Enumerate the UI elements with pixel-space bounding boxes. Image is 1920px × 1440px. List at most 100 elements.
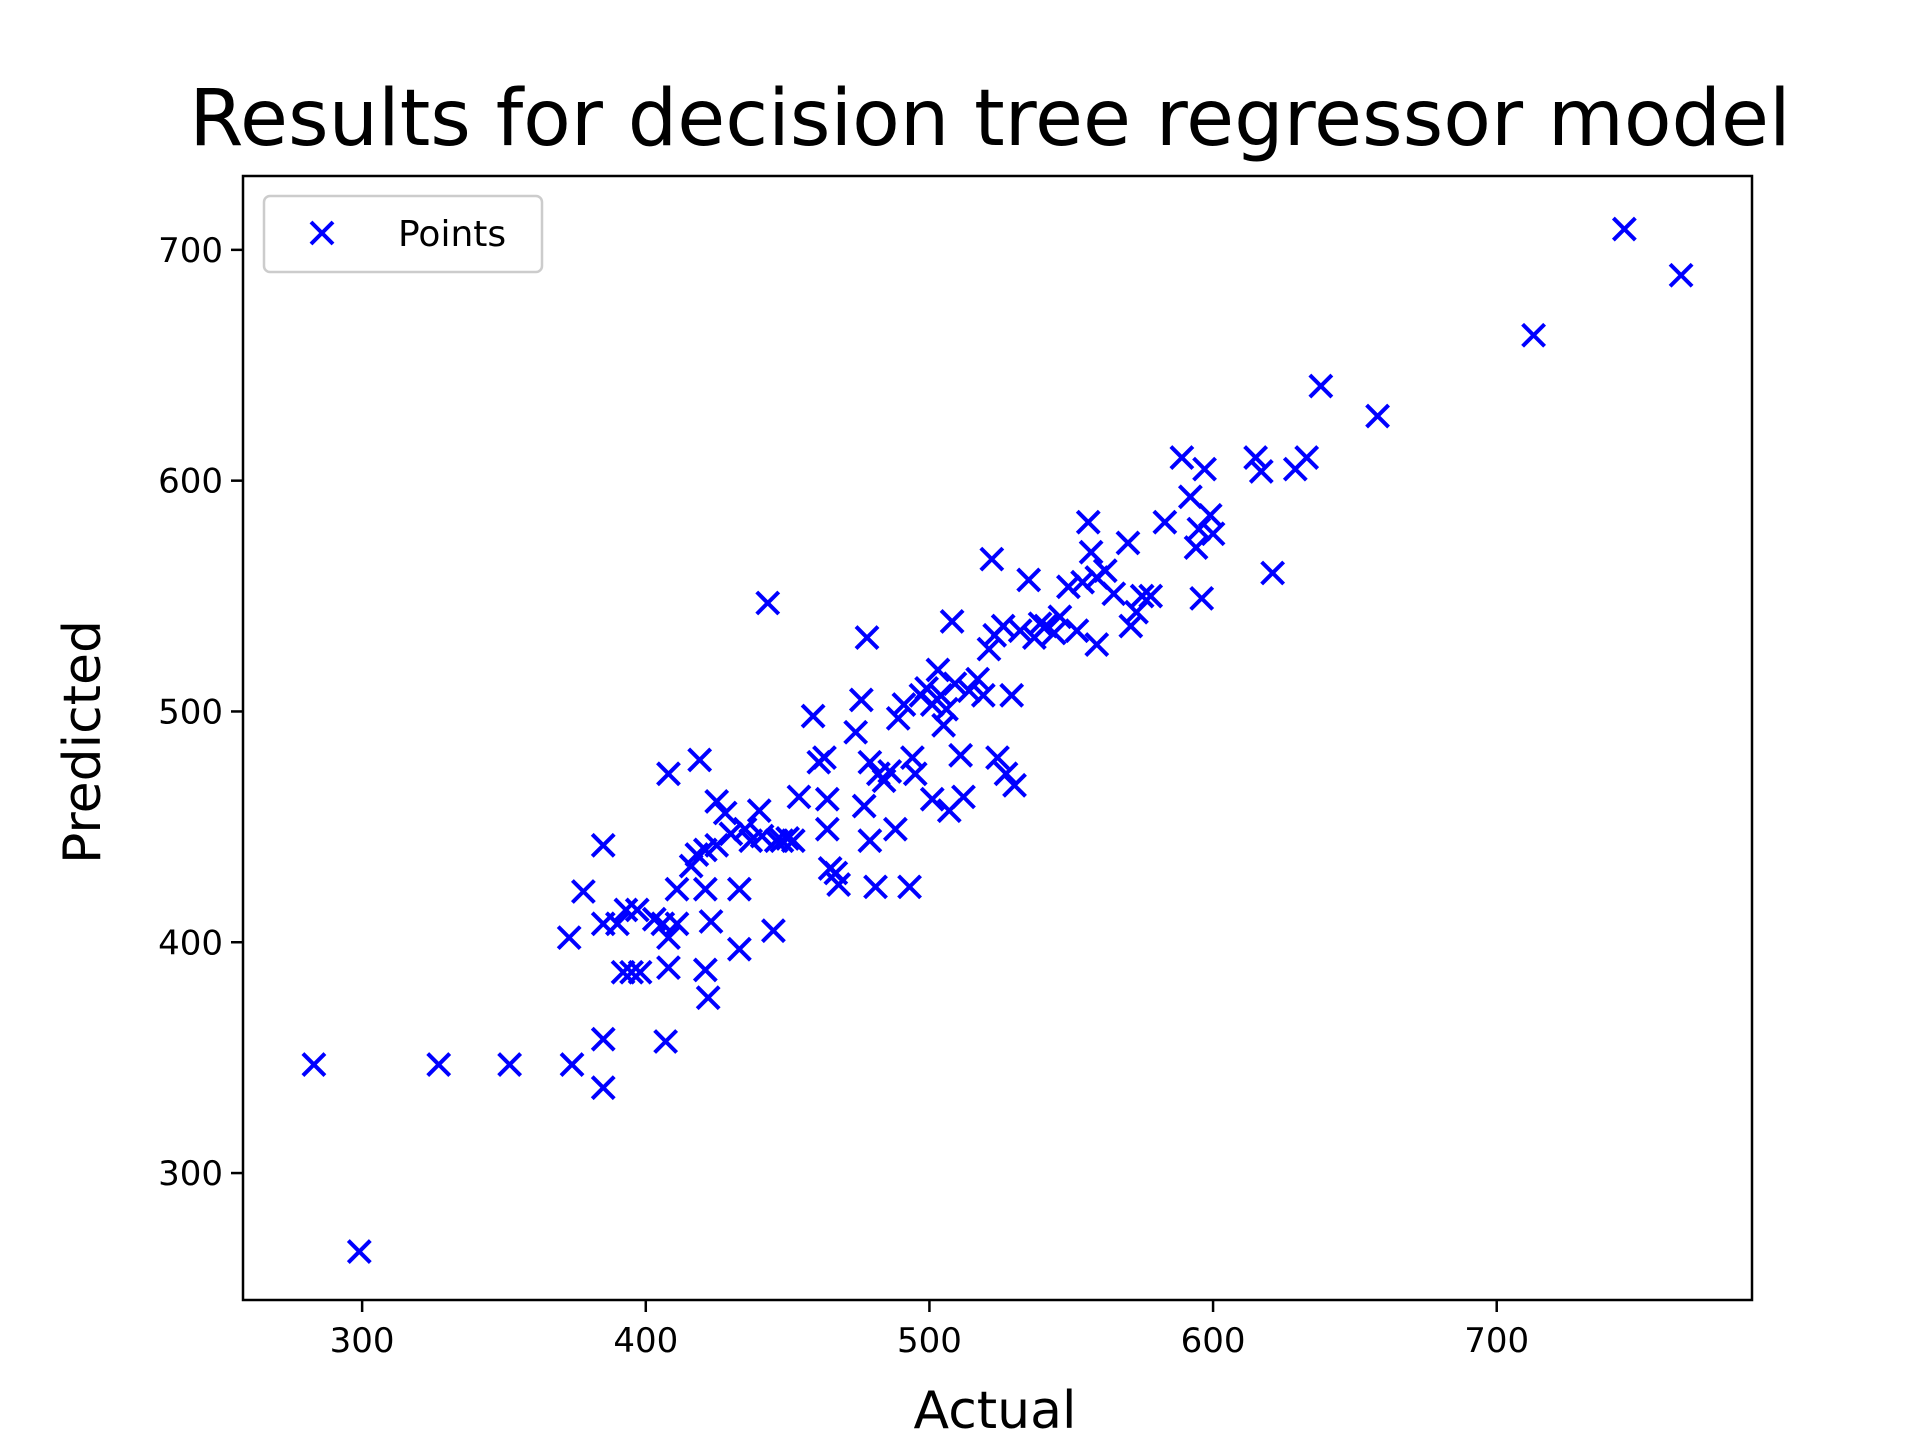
data-point	[749, 823, 775, 849]
data-point	[1064, 618, 1090, 644]
data-point	[882, 816, 908, 842]
data-point	[590, 1026, 616, 1052]
data-point	[919, 786, 945, 812]
data-point	[1152, 509, 1178, 535]
data-point	[1084, 632, 1110, 657]
data-point	[1041, 620, 1067, 646]
data-point	[712, 800, 738, 826]
data-point	[877, 759, 903, 784]
data-point	[934, 696, 959, 722]
data-point	[718, 821, 744, 847]
data-point	[692, 876, 718, 902]
data-point	[1192, 456, 1217, 482]
data-point	[843, 719, 869, 745]
data-point	[746, 798, 772, 824]
data-point	[786, 784, 812, 810]
data-point	[800, 703, 826, 729]
data-point	[970, 682, 996, 708]
x-tick-label: 500	[897, 1321, 962, 1361]
x-axis-label: Actual	[914, 1381, 1077, 1440]
data-point	[925, 657, 951, 683]
data-point	[624, 897, 650, 923]
data-point	[664, 876, 690, 902]
y-tick-label: 300	[158, 1154, 223, 1194]
x-tick-label: 700	[1464, 1321, 1529, 1361]
data-point	[851, 793, 877, 819]
data-point	[1118, 613, 1144, 639]
data-point	[951, 784, 976, 810]
data-point	[814, 816, 840, 842]
data-point	[780, 828, 806, 854]
data-point	[1002, 772, 1027, 798]
legend: Points	[262, 194, 544, 274]
legend-label: Points	[398, 214, 506, 255]
x-tick-label: 400	[613, 1321, 678, 1361]
data-point	[1189, 585, 1215, 611]
axis-ticks: 300 400 500 600 700 300 400 500 600 700	[158, 231, 1529, 1361]
data-point	[891, 692, 917, 717]
data-point	[999, 682, 1025, 708]
data-point	[976, 636, 1002, 662]
data-point	[863, 874, 888, 900]
y-tick-label: 700	[158, 231, 223, 271]
data-point	[755, 590, 781, 616]
data-point	[826, 872, 852, 897]
data-point	[1668, 262, 1694, 288]
data-point	[559, 1052, 585, 1077]
y-tick-label: 400	[158, 923, 223, 963]
data-point	[942, 671, 968, 697]
data-point	[619, 959, 645, 985]
data-point	[590, 1075, 616, 1101]
data-point	[761, 918, 786, 944]
data-point	[1138, 583, 1164, 609]
data-point	[769, 828, 795, 854]
data-point	[704, 789, 730, 814]
data-point	[857, 828, 883, 854]
data-point	[1055, 574, 1081, 600]
data-point	[1365, 403, 1391, 429]
data-point	[1177, 484, 1203, 510]
data-point	[426, 1052, 452, 1077]
data-point	[979, 546, 1005, 572]
data-point	[301, 1052, 327, 1077]
data-point	[897, 874, 922, 900]
data-point	[1078, 539, 1104, 565]
data-point	[1308, 373, 1334, 399]
data-point	[965, 666, 991, 692]
data-point	[627, 959, 653, 985]
data-point	[1200, 521, 1226, 547]
data-point	[497, 1052, 523, 1077]
data-point	[604, 911, 630, 937]
x-tick-label: 600	[1181, 1321, 1246, 1361]
data-point	[775, 825, 801, 851]
data-point	[857, 749, 883, 775]
data-point	[556, 925, 582, 951]
data-point	[656, 761, 681, 787]
data-point	[726, 876, 752, 902]
data-point	[812, 745, 837, 771]
data-point	[1294, 445, 1320, 470]
data-point	[570, 879, 596, 904]
data-point	[948, 742, 974, 768]
data-point	[848, 687, 874, 713]
data-point	[346, 1239, 372, 1264]
data-point	[726, 936, 752, 962]
data-point	[854, 625, 880, 651]
data-point	[590, 832, 616, 858]
data-point	[1092, 558, 1118, 584]
plot-frame	[241, 174, 1754, 1302]
data-point	[1070, 569, 1096, 595]
data-point	[1129, 583, 1155, 609]
data-point	[1016, 567, 1042, 593]
data-point	[664, 911, 690, 937]
data-point	[656, 955, 681, 981]
data-point	[985, 745, 1010, 771]
y-axis-label: Predicted	[53, 620, 113, 864]
data-point	[1007, 618, 1033, 644]
data-point	[1521, 322, 1547, 348]
data-point	[885, 705, 911, 731]
data-point	[1101, 581, 1127, 607]
data-point	[613, 897, 639, 923]
data-point	[656, 925, 681, 951]
